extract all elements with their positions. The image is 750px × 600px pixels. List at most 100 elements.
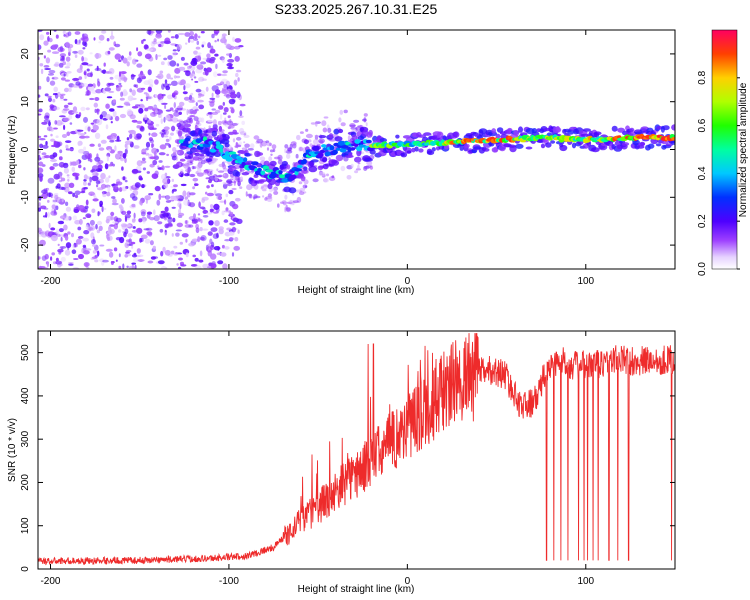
spectrogram-noise-blob (233, 79, 238, 86)
spectrogram-noise-blob (158, 152, 166, 156)
spectrogram-x-tick-label: 0 (405, 276, 411, 287)
spectrogram-noise-blob (114, 184, 118, 190)
spectrogram-noise-blob (216, 179, 223, 183)
spectrogram-noise-blob (221, 57, 225, 63)
spectrogram-halo (182, 127, 191, 133)
spectrogram-noise-blob (77, 141, 81, 147)
spectrogram-noise-blob (53, 106, 60, 111)
spectrogram-noise-blob (67, 176, 71, 179)
spectrogram-noise-blob (147, 260, 154, 264)
spectrogram-noise-blob (48, 69, 56, 74)
spectrogram-noise-blob (58, 62, 64, 68)
spectrogram-x-tick-label: 100 (577, 276, 594, 287)
spectrogram-noise-blob (121, 166, 124, 171)
spectrogram-noise-blob (211, 108, 216, 111)
spectrogram-noise-blob (165, 138, 170, 142)
spectrogram-noise-blob (64, 66, 71, 69)
spectrogram-noise-blob (204, 69, 209, 76)
spectrogram-noise-blob (105, 113, 111, 120)
spectrogram-noise-blob (40, 231, 48, 238)
spectrogram-noise-blob (209, 97, 216, 101)
spectrogram-noise-blob (216, 252, 222, 256)
colorbar-tick-label: 0.0 (697, 262, 708, 276)
spectrogram-noise-blob (63, 34, 66, 37)
spectrogram-noise-blob (201, 41, 206, 46)
spectrogram-noise-blob (115, 181, 123, 186)
spectrogram-noise-blob (239, 176, 244, 182)
spectrogram-noise-blob (209, 113, 213, 119)
spectrogram-noise-blob (147, 30, 152, 36)
spectrogram-halo (257, 152, 264, 156)
spectrogram-noise-blob (198, 64, 203, 68)
spectrogram-noise-blob (349, 123, 356, 128)
spectrogram-noise-blob (175, 75, 181, 79)
snr-y-tick-label: 500 (20, 344, 31, 361)
spectrogram-noise-blob (47, 177, 55, 184)
spectrogram-noise-blob (231, 187, 237, 191)
spectrogram-noise-blob (155, 30, 163, 34)
spectrogram-noise-blob (239, 110, 243, 117)
spectrogram-noise-blob (277, 203, 280, 208)
spectrogram-noise-blob (189, 115, 196, 118)
spectrogram-noise-blob (170, 250, 175, 255)
spectrogram-y-tick-label: 10 (20, 96, 31, 108)
spectrogram-noise-blob (198, 104, 205, 110)
spectrogram-noise-blob (195, 227, 200, 234)
spectrogram-noise-blob (172, 188, 177, 192)
spectrogram-noise-blob (268, 156, 273, 162)
spectrogram-noise-blob (109, 139, 115, 143)
spectrogram-noise-blob (124, 143, 127, 148)
spectrogram-noise-blob (55, 196, 62, 203)
spectrogram-halo (665, 143, 673, 147)
spectrogram-noise-blob (250, 185, 255, 189)
spectrogram-halo (453, 131, 460, 138)
colorbar-tick-label: 0.8 (697, 70, 708, 84)
spectrogram-noise-blob (153, 209, 156, 216)
spectrogram-noise-blob (171, 80, 178, 87)
spectrogram-noise-blob (167, 30, 171, 33)
spectrogram-ridge-blob (265, 169, 274, 173)
spectrogram-noise-blob (148, 86, 152, 93)
spectrogram-noise-blob (161, 165, 165, 171)
spectrogram-noise-blob (53, 63, 59, 67)
spectrogram-noise-blob (97, 250, 100, 257)
spectrogram-noise-blob (72, 77, 80, 81)
spectrogram-halo (308, 165, 318, 173)
spectrogram-noise-blob (134, 264, 137, 269)
spectrogram-noise-blob (167, 94, 174, 100)
spectrogram-ridge-blob (228, 151, 237, 155)
spectrogram-noise-blob (87, 90, 90, 93)
spectrogram-halo (214, 136, 219, 140)
spectrogram-noise-blob (169, 107, 174, 111)
spectrogram-noise-blob (100, 139, 107, 144)
spectrogram-noise-blob (163, 126, 170, 131)
spectrogram-noise-blob (146, 97, 149, 101)
spectrogram-noise-blob (39, 34, 45, 41)
spectrogram-noise-blob (83, 70, 87, 76)
spectrogram-noise-blob (59, 149, 63, 154)
spectrogram-noise-blob (326, 173, 329, 177)
spectrogram-noise-blob (173, 253, 178, 256)
spectrogram-noise-blob (312, 139, 320, 145)
spectrogram-noise-blob (102, 192, 105, 195)
spectrogram-noise-blob (55, 257, 59, 262)
spectrogram-noise-blob (68, 191, 73, 195)
spectrogram-noise-blob (182, 190, 187, 197)
spectrogram-noise-blob (189, 73, 193, 79)
spectrogram-noise-blob (214, 176, 218, 182)
spectrogram-noise-blob (53, 86, 58, 93)
spectrogram-noise-blob (124, 242, 130, 249)
spectrogram-noise-blob (171, 117, 179, 123)
spectrogram-noise-blob (122, 57, 128, 64)
spectrogram-noise-blob (96, 184, 99, 188)
spectrogram-noise-blob (79, 218, 83, 225)
spectrogram-noise-blob (215, 94, 220, 98)
spectrogram-noise-blob (38, 44, 42, 50)
spectrogram-noise-blob (141, 216, 147, 222)
spectrogram-noise-blob (198, 259, 204, 263)
spectrogram-noise-blob (124, 157, 127, 164)
spectrogram-noise-blob (95, 52, 99, 60)
spectrogram-noise-blob (39, 143, 44, 149)
spectrogram-noise-blob (227, 115, 231, 119)
spectrogram-noise-blob (305, 128, 309, 132)
